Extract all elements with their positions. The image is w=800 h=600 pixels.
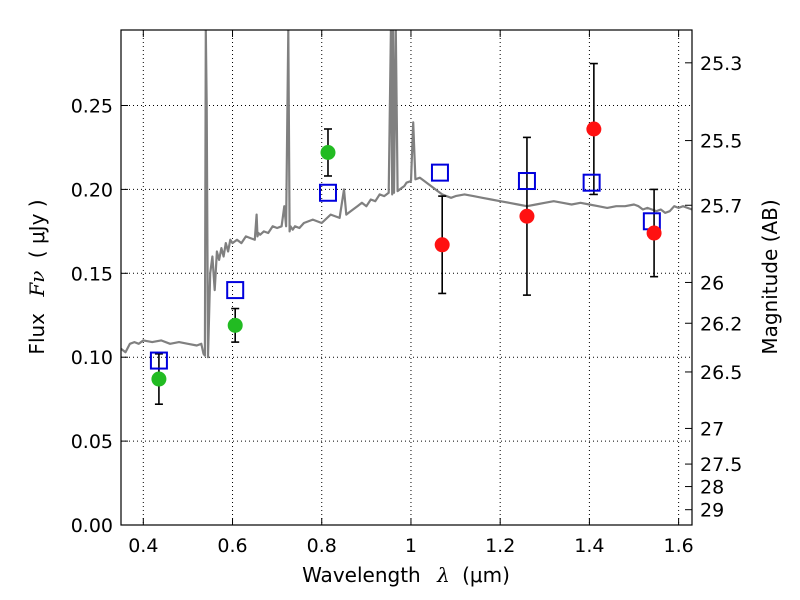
x-axis-label: Wavelength λ (μm): [302, 563, 510, 587]
mag-tick-label: 26: [700, 272, 724, 294]
mag-tick-label: 28: [700, 477, 724, 499]
x-axis-label-text: Wavelength: [302, 563, 421, 587]
model-square-point: [149, 351, 168, 370]
y-tick-label: 0.15: [71, 263, 113, 285]
x-tick-label: 0.6: [217, 535, 247, 557]
mag-tick-label: 29: [700, 500, 724, 522]
y-axis-label-text: Flux: [25, 313, 49, 355]
grid: [121, 30, 692, 526]
x-axis-label-unit: (μm): [462, 563, 510, 587]
y-tick-label: 0.00: [71, 515, 113, 537]
y-tick-label: 0.25: [71, 96, 113, 118]
model-square-point: [430, 163, 449, 182]
nir-point: [519, 208, 535, 224]
model-square-point: [226, 281, 245, 300]
y-axis-label-unit: ( μJy ): [25, 199, 49, 258]
plot-area: [121, 30, 692, 359]
y-tick-label: 0.10: [71, 347, 113, 369]
mag-tick-label: 25.3: [700, 53, 742, 75]
mag-tick-label: 25.5: [700, 131, 742, 153]
nir-point: [434, 237, 450, 253]
mag-tick-label: 26.2: [700, 313, 742, 335]
mag-tick-label: 27: [700, 418, 724, 440]
x-tick-label: 0.8: [307, 535, 337, 557]
model-square-point: [318, 183, 337, 202]
nir-point: [646, 225, 662, 241]
mag-tick-label: 26.5: [700, 362, 742, 384]
optical-point: [227, 317, 243, 333]
spectrum-line: [121, 30, 692, 359]
x-tick-label: 1.2: [485, 535, 515, 557]
optical-point: [320, 144, 336, 160]
x-tick-label: 1.6: [664, 535, 694, 557]
y2-axis-label: Magnitude (AB): [758, 199, 782, 354]
x-axis-label-symbol: λ: [436, 563, 450, 587]
x-tick-label: 1.4: [574, 535, 604, 557]
nir-point: [586, 121, 602, 137]
y-axis-label-symbol: Fν: [25, 271, 49, 298]
markers: [149, 121, 662, 387]
plot-frame: [120, 29, 693, 526]
optical-point: [151, 371, 167, 387]
axes: 0.4 0.6 0.8 1 1.2 1.4 1.6 0.00 0.05 0.10 0.15 0.20 0…: [71, 30, 742, 557]
y-tick-label: 0.20: [71, 179, 113, 201]
model-square-point: [517, 172, 536, 191]
mag-tick-label: 27.5: [700, 454, 742, 476]
y-tick-label: 0.05: [71, 431, 113, 453]
model-square-point: [582, 173, 601, 192]
x-tick-label: 1: [405, 535, 417, 557]
y-axis-label: Flux Fν ( μJy ): [25, 199, 49, 354]
x-tick-label: 0.4: [128, 535, 158, 557]
mag-tick-label: 25.7: [700, 195, 742, 217]
